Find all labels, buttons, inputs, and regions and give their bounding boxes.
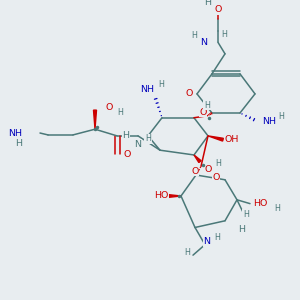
Text: N: N xyxy=(200,38,208,47)
Text: H: H xyxy=(122,131,130,140)
Text: H: H xyxy=(204,101,210,110)
Text: HO: HO xyxy=(253,199,267,208)
Text: NH: NH xyxy=(140,85,154,94)
Text: O: O xyxy=(123,149,131,158)
Polygon shape xyxy=(94,110,97,129)
Text: O: O xyxy=(185,89,193,98)
Text: O: O xyxy=(105,103,113,112)
Text: OH: OH xyxy=(225,135,239,144)
Polygon shape xyxy=(194,155,201,163)
Text: H: H xyxy=(158,80,164,89)
Text: N: N xyxy=(203,237,211,246)
Text: H: H xyxy=(184,248,190,257)
Text: H: H xyxy=(191,31,197,40)
Text: H: H xyxy=(274,204,280,213)
Text: O: O xyxy=(199,107,207,116)
Text: O: O xyxy=(204,165,212,174)
Text: O: O xyxy=(212,173,220,182)
Text: H: H xyxy=(243,210,249,219)
Polygon shape xyxy=(208,136,224,141)
Text: H: H xyxy=(15,139,22,148)
Text: HO: HO xyxy=(154,191,168,200)
Text: H: H xyxy=(278,112,284,121)
Text: O: O xyxy=(191,167,199,176)
Text: O: O xyxy=(214,5,222,14)
Text: NH: NH xyxy=(262,117,276,126)
Text: H: H xyxy=(221,30,227,39)
Text: H: H xyxy=(214,232,220,242)
Text: H: H xyxy=(205,0,212,7)
Text: H: H xyxy=(145,134,151,143)
Text: NH: NH xyxy=(8,128,22,137)
Text: N: N xyxy=(134,140,142,149)
Polygon shape xyxy=(168,195,181,197)
Text: H: H xyxy=(238,225,245,234)
Text: H: H xyxy=(215,159,221,168)
Text: H: H xyxy=(117,107,123,116)
